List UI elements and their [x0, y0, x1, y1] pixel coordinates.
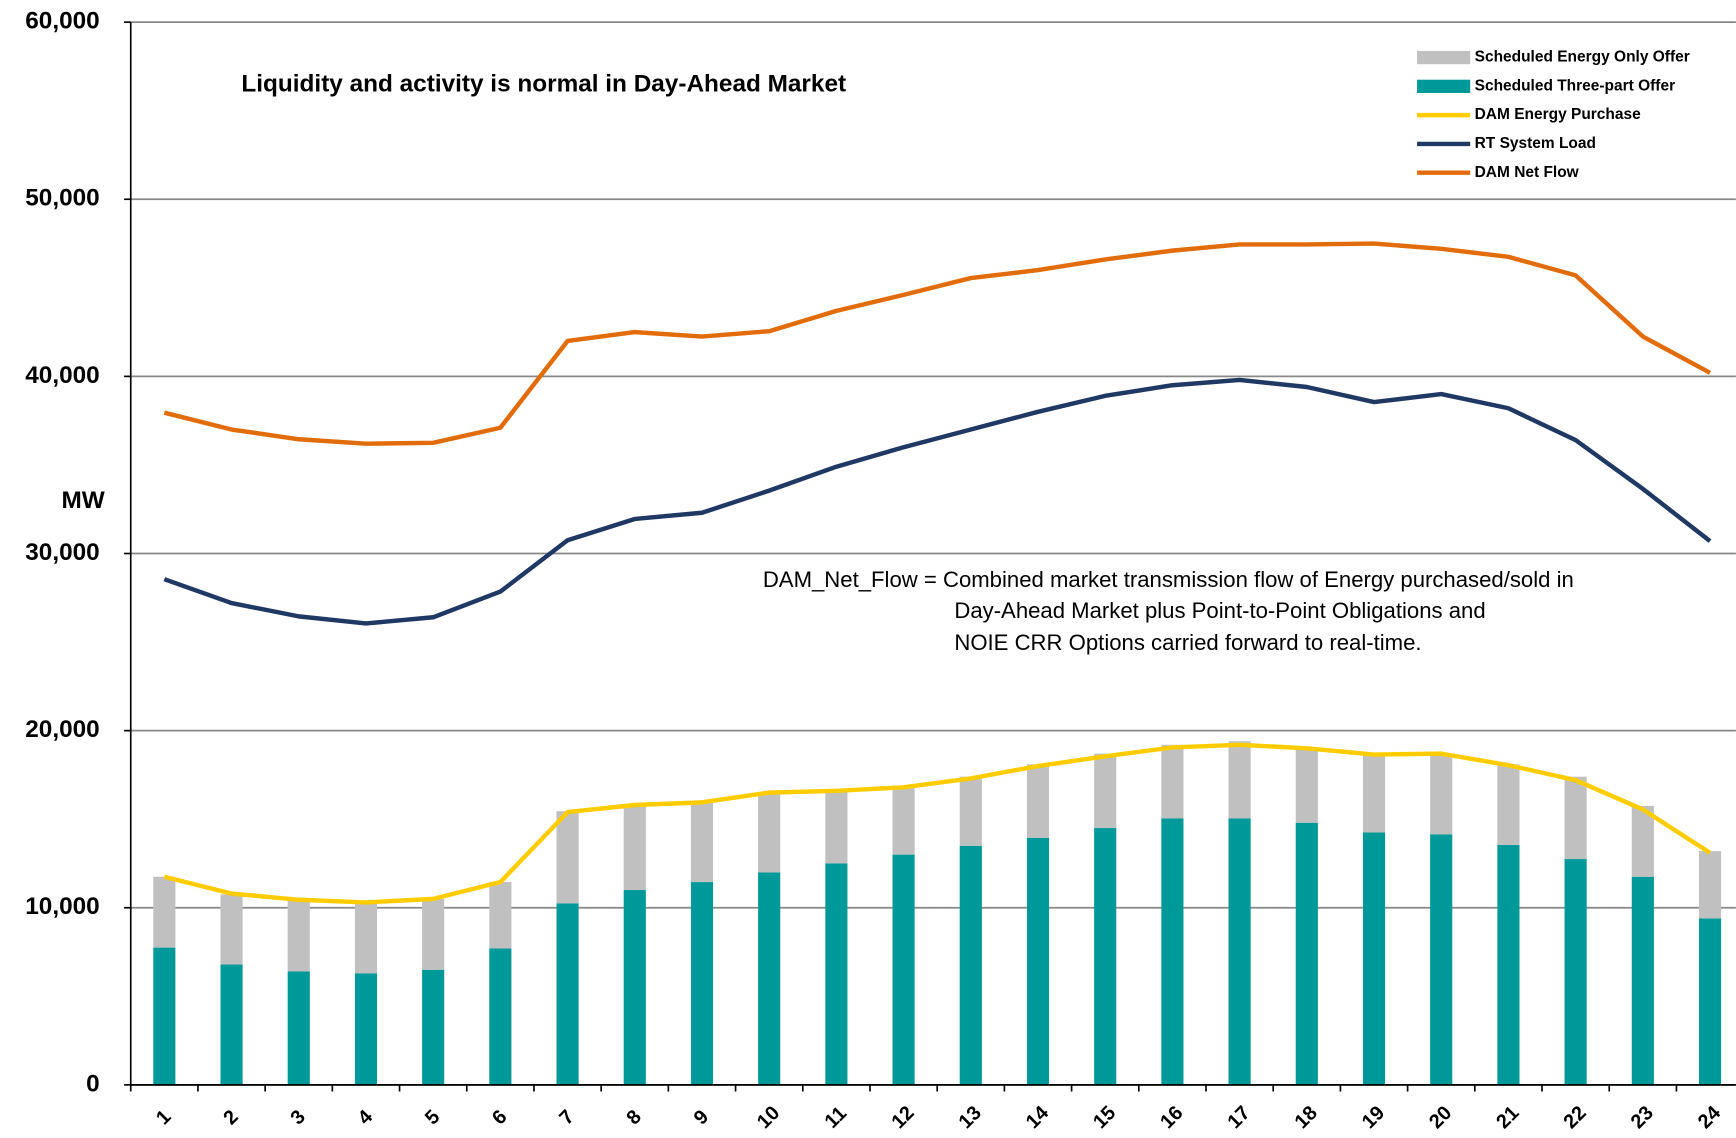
bar — [287, 900, 310, 972]
bar — [220, 894, 243, 965]
bar — [825, 863, 848, 1085]
bar — [220, 964, 243, 1085]
x-tick-label: 5 — [421, 1106, 444, 1129]
bar — [1026, 837, 1050, 1085]
y-tick-label: 60,000 — [25, 8, 99, 35]
x-tick-label: 20 — [1425, 1102, 1456, 1133]
y-axis-label: MW — [62, 487, 105, 514]
bar — [489, 882, 512, 949]
bar — [1094, 753, 1117, 829]
bar — [1094, 828, 1117, 1085]
bar — [1497, 844, 1520, 1085]
x-tick-label: 23 — [1627, 1102, 1658, 1133]
annotation: NOIE CRR Options carried forward to real… — [954, 630, 1421, 655]
bar — [1161, 744, 1184, 819]
bar — [1698, 918, 1722, 1085]
chart-title: Liquidity and activity is normal in Day-… — [241, 71, 846, 98]
bar — [354, 903, 378, 974]
bar — [422, 969, 445, 1085]
legend-label: DAM Net Flow — [1475, 164, 1580, 181]
y-tick-label: 30,000 — [25, 539, 99, 566]
bar — [825, 790, 848, 864]
line-series — [163, 241, 1712, 446]
y-tick-label: 50,000 — [25, 185, 99, 212]
x-tick-label: 3 — [287, 1106, 310, 1129]
bar — [1295, 747, 1318, 823]
bar — [1362, 753, 1386, 833]
x-tick-label: 11 — [821, 1102, 851, 1132]
y-tick-label: 0 — [86, 1070, 100, 1097]
x-tick-label: 17 — [1223, 1102, 1254, 1133]
line-series — [163, 742, 1712, 905]
x-tick-label: 19 — [1358, 1102, 1389, 1133]
bar — [690, 882, 714, 1085]
bar — [1564, 859, 1587, 1085]
bar — [1228, 818, 1251, 1085]
x-tick-label: 6 — [488, 1106, 511, 1129]
annotation: DAM_Net_Flow = Combined market transmiss… — [763, 567, 1574, 592]
legend-label: Scheduled Three-part Offer — [1475, 77, 1675, 94]
bar — [153, 947, 176, 1085]
bar — [1161, 818, 1184, 1085]
x-tick-label: 1 — [152, 1106, 175, 1129]
x-tick-label: 8 — [623, 1106, 646, 1129]
y-tick-label: 10,000 — [25, 893, 99, 920]
bar — [1430, 753, 1453, 835]
bar — [153, 876, 176, 948]
bar — [892, 854, 915, 1085]
x-tick-label: 14 — [1022, 1102, 1053, 1133]
bar — [422, 898, 445, 970]
bar — [287, 971, 310, 1085]
bar — [1631, 876, 1654, 1085]
bar — [1631, 805, 1654, 877]
x-tick-label: 15 — [1089, 1102, 1120, 1133]
bar — [489, 948, 512, 1085]
y-tick-label: 40,000 — [25, 362, 99, 389]
bar — [354, 973, 378, 1085]
bar — [1430, 834, 1453, 1085]
x-tick-label: 10 — [753, 1102, 784, 1133]
bar — [758, 792, 781, 873]
bar — [892, 787, 915, 855]
bar — [758, 872, 781, 1085]
bar — [690, 801, 714, 883]
y-tick-label: 20,000 — [25, 716, 99, 743]
annotation: Day-Ahead Market plus Point-to-Point Obl… — [954, 598, 1485, 623]
x-tick-label: 12 — [887, 1102, 918, 1133]
bar — [1228, 741, 1251, 819]
bar — [959, 845, 982, 1085]
bar — [623, 890, 646, 1085]
legend-label: Scheduled Energy Only Offer — [1475, 49, 1690, 66]
bar — [1698, 851, 1722, 919]
bar — [556, 811, 579, 904]
x-tick-label: 4 — [354, 1106, 377, 1129]
bar — [1295, 822, 1318, 1085]
line-series — [163, 377, 1712, 626]
bar — [1564, 776, 1587, 860]
x-tick-label: 2 — [219, 1106, 242, 1129]
bar — [623, 805, 646, 891]
x-tick-label: 7 — [555, 1106, 578, 1129]
x-tick-label: 13 — [955, 1102, 986, 1133]
x-tick-label: 9 — [690, 1106, 713, 1129]
bar — [959, 776, 982, 846]
legend-label: DAM Energy Purchase — [1475, 106, 1641, 123]
bar — [1497, 764, 1520, 845]
legend-label: RT System Load — [1475, 135, 1596, 152]
x-tick-label: 24 — [1694, 1102, 1725, 1133]
bar — [556, 903, 579, 1085]
legend-swatch — [1417, 50, 1471, 65]
x-tick-label: 21 — [1492, 1102, 1523, 1133]
bar — [1026, 764, 1050, 838]
x-tick-label: 22 — [1559, 1102, 1590, 1133]
x-tick-label: 18 — [1291, 1102, 1322, 1133]
legend-swatch — [1417, 79, 1471, 93]
bar — [1362, 832, 1386, 1085]
x-tick-label: 16 — [1156, 1102, 1187, 1133]
